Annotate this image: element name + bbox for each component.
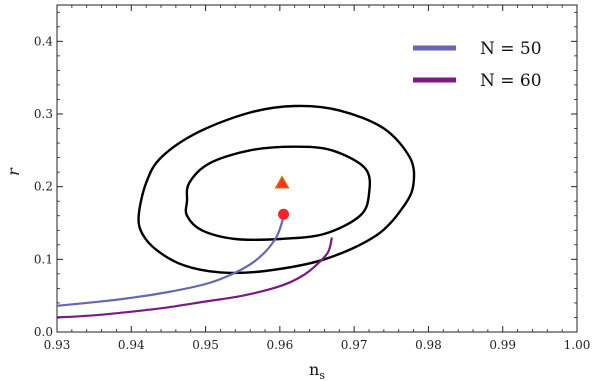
series-line-1 [56,215,285,307]
legend-label-2: N = 60 [480,71,542,91]
y-tick-label: 0.3 [34,107,53,121]
x-tick-label: 0.99 [489,338,516,352]
contours [137,104,416,275]
series-line-2 [56,237,333,319]
marker-triangle [274,175,290,189]
plot-frame [56,4,578,333]
x-tick-label: 0.97 [341,338,368,352]
x-axis-label: ns [309,360,325,381]
y-tick-label: 0.4 [34,34,53,48]
legend-label-1: N = 50 [480,39,542,59]
y-axis-ticks: 0.0 0.1 0.2 0.3 0.4 [34,11,577,339]
x-tick-label: 0.94 [118,338,145,352]
x-tick-label: 1.00 [564,338,591,352]
markers [274,175,290,220]
y-axis-label: r [4,167,23,176]
x-axis-ticks: 0.93 0.94 0.95 0.96 0.97 0.98 0.99 1.00 [44,5,591,352]
contour-inner [184,145,372,242]
y-tick-label: 0.2 [34,180,53,194]
x-tick-label: 0.93 [44,338,71,352]
series-lines [56,215,333,319]
y-tick-label: 0.1 [34,252,53,266]
marker-circle [278,208,290,220]
x-tick-label: 0.96 [266,338,293,352]
x-tick-label: 0.95 [192,338,219,352]
contour-outer [137,104,416,275]
y-tick-label: 0.0 [34,325,53,339]
legend: N = 50 N = 60 [413,39,542,91]
x-tick-label: 0.98 [415,338,442,352]
